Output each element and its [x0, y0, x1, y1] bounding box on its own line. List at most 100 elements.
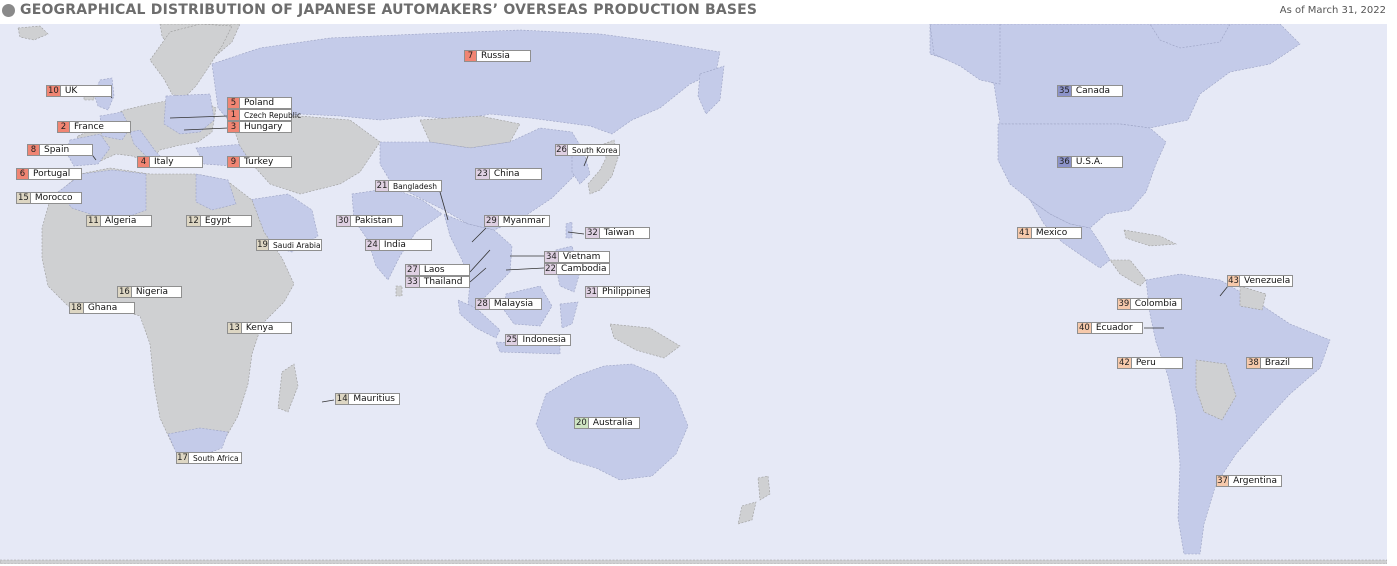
- country-number: 13: [228, 323, 242, 333]
- landmass-newzealand: [737, 475, 771, 525]
- country-number: 2: [58, 122, 70, 132]
- country-name: South Korea: [572, 145, 618, 155]
- country-label-peru: 42 Peru: [1117, 357, 1183, 369]
- country-label-czech-republic: 1 Czech Republic: [227, 109, 301, 121]
- landmass-scandinavia: [149, 24, 233, 99]
- country-label-south-korea: 26 South Korea: [555, 144, 620, 156]
- landmass-russia: [211, 29, 721, 135]
- country-label-india: 24 India: [365, 239, 432, 251]
- country-label-uk: 10 UK: [46, 85, 112, 97]
- country-label-portugal: 6 Portugal: [16, 168, 82, 180]
- country-label-italy: 4 Italy: [137, 156, 203, 168]
- country-label-nigeria: 16 Nigeria: [117, 286, 182, 298]
- landmass-taiwan: [565, 221, 573, 239]
- country-name: Vietnam: [562, 252, 601, 262]
- country-label-mauritius: 14 Mauritius: [335, 393, 400, 405]
- country-name: Nigeria: [135, 287, 169, 297]
- country-label-hungary: 3 Hungary: [227, 121, 292, 133]
- country-label-kenya: 13 Kenya: [227, 322, 292, 334]
- landmass-korea: [571, 151, 591, 185]
- leader-cambodia: [505, 267, 545, 271]
- country-label-bangladesh: 21 Bangladesh: [375, 180, 442, 192]
- leader-czech: [169, 115, 229, 119]
- country-name: Ecuador: [1095, 323, 1133, 333]
- country-name: Morocco: [34, 193, 73, 203]
- title-bullet-icon: [2, 4, 15, 17]
- country-name: Laos: [423, 265, 445, 275]
- country-number: 21: [376, 181, 390, 191]
- country-number: 11: [87, 216, 101, 226]
- country-label-colombia: 39 Colombia: [1117, 298, 1182, 310]
- landmass-bolivia: [1195, 359, 1237, 421]
- country-number: 37: [1217, 476, 1230, 486]
- country-number: 27: [406, 265, 420, 275]
- country-name: Algeria: [104, 216, 137, 226]
- country-name: Peru: [1135, 358, 1156, 368]
- country-label-brazil: 38 Brazil: [1246, 357, 1313, 369]
- country-name: UK: [64, 86, 78, 96]
- country-number: 12: [187, 216, 201, 226]
- country-label-pakistan: 30 Pakistan: [336, 215, 403, 227]
- landmass-guianas: [1239, 285, 1267, 311]
- country-name: Canada: [1075, 86, 1111, 96]
- country-name: Spain: [44, 145, 70, 155]
- country-number: 35: [1058, 86, 1072, 96]
- country-label-myanmar: 29 Myanmar: [484, 215, 550, 227]
- country-label-spain: 8 Spain: [27, 144, 93, 156]
- country-name: Colombia: [1134, 299, 1177, 309]
- page-title: GEOGRAPHICAL DISTRIBUTION OF JAPANESE AU…: [20, 2, 758, 18]
- country-number: 17: [177, 453, 189, 463]
- country-label-australia: 20 Australia: [574, 417, 640, 429]
- leader-hungary: [183, 127, 229, 131]
- country-label-philippines: 31 Philippines: [585, 286, 651, 298]
- leader-venezuela: [1219, 285, 1229, 297]
- country-label-indonesia: 25 Indonesia: [505, 334, 571, 346]
- country-name: Brazil: [1264, 358, 1290, 368]
- country-label-turkey: 9 Turkey: [227, 156, 292, 168]
- country-label-ghana: 18 Ghana: [69, 302, 135, 314]
- country-number: 32: [586, 228, 600, 238]
- country-label-russia: 7 Russia: [464, 50, 531, 62]
- country-number: 1: [228, 110, 240, 120]
- country-name: France: [74, 122, 104, 132]
- leader-korea: [583, 155, 589, 167]
- landmass-mongolia: [419, 115, 521, 149]
- country-label-thailand: 33 Thailand: [405, 276, 470, 288]
- country-number: 36: [1058, 157, 1072, 167]
- country-number: 38: [1247, 358, 1261, 368]
- country-number: 7: [465, 51, 477, 61]
- landmass-srilanka: [395, 285, 403, 297]
- leader-lines: [89, 91, 1229, 403]
- country-number: 19: [257, 240, 269, 250]
- country-name: Malaysia: [493, 299, 534, 309]
- country-label-south-africa: 17 South Africa: [176, 452, 242, 464]
- landmass-maghreb: [57, 169, 147, 221]
- country-label-venezuela: 43 Venezuela: [1227, 275, 1293, 287]
- country-number: 5: [228, 98, 240, 108]
- country-label-malaysia: 28 Malaysia: [475, 298, 542, 310]
- country-number: 42: [1118, 358, 1132, 368]
- country-number: 23: [476, 169, 490, 179]
- landmass-alaska: [929, 24, 1001, 85]
- country-name: Poland: [244, 98, 275, 108]
- landmass-central-america: [1109, 259, 1147, 287]
- country-label-morocco: 15 Morocco: [16, 192, 82, 204]
- country-name: Mauritius: [353, 394, 395, 404]
- landmass-usa: [997, 123, 1167, 229]
- country-number: 39: [1118, 299, 1131, 309]
- country-name: Portugal: [33, 169, 71, 179]
- landmass-sulawesi: [559, 301, 579, 329]
- country-name: Taiwan: [603, 228, 635, 238]
- landmass-newguinea: [609, 323, 681, 359]
- country-number: 43: [1228, 276, 1240, 286]
- country-number: 24: [366, 240, 380, 250]
- country-name: Myanmar: [502, 216, 545, 226]
- as-of-date: As of March 31, 2022: [1279, 5, 1386, 16]
- landmass-sumatra: [457, 299, 501, 339]
- country-number: 20: [575, 418, 589, 428]
- country-name: China: [493, 169, 520, 179]
- country-number: 9: [228, 157, 240, 167]
- country-number: 40: [1078, 323, 1092, 333]
- country-label-mexico: 41 Mexico: [1017, 227, 1082, 239]
- country-number: 6: [17, 169, 29, 179]
